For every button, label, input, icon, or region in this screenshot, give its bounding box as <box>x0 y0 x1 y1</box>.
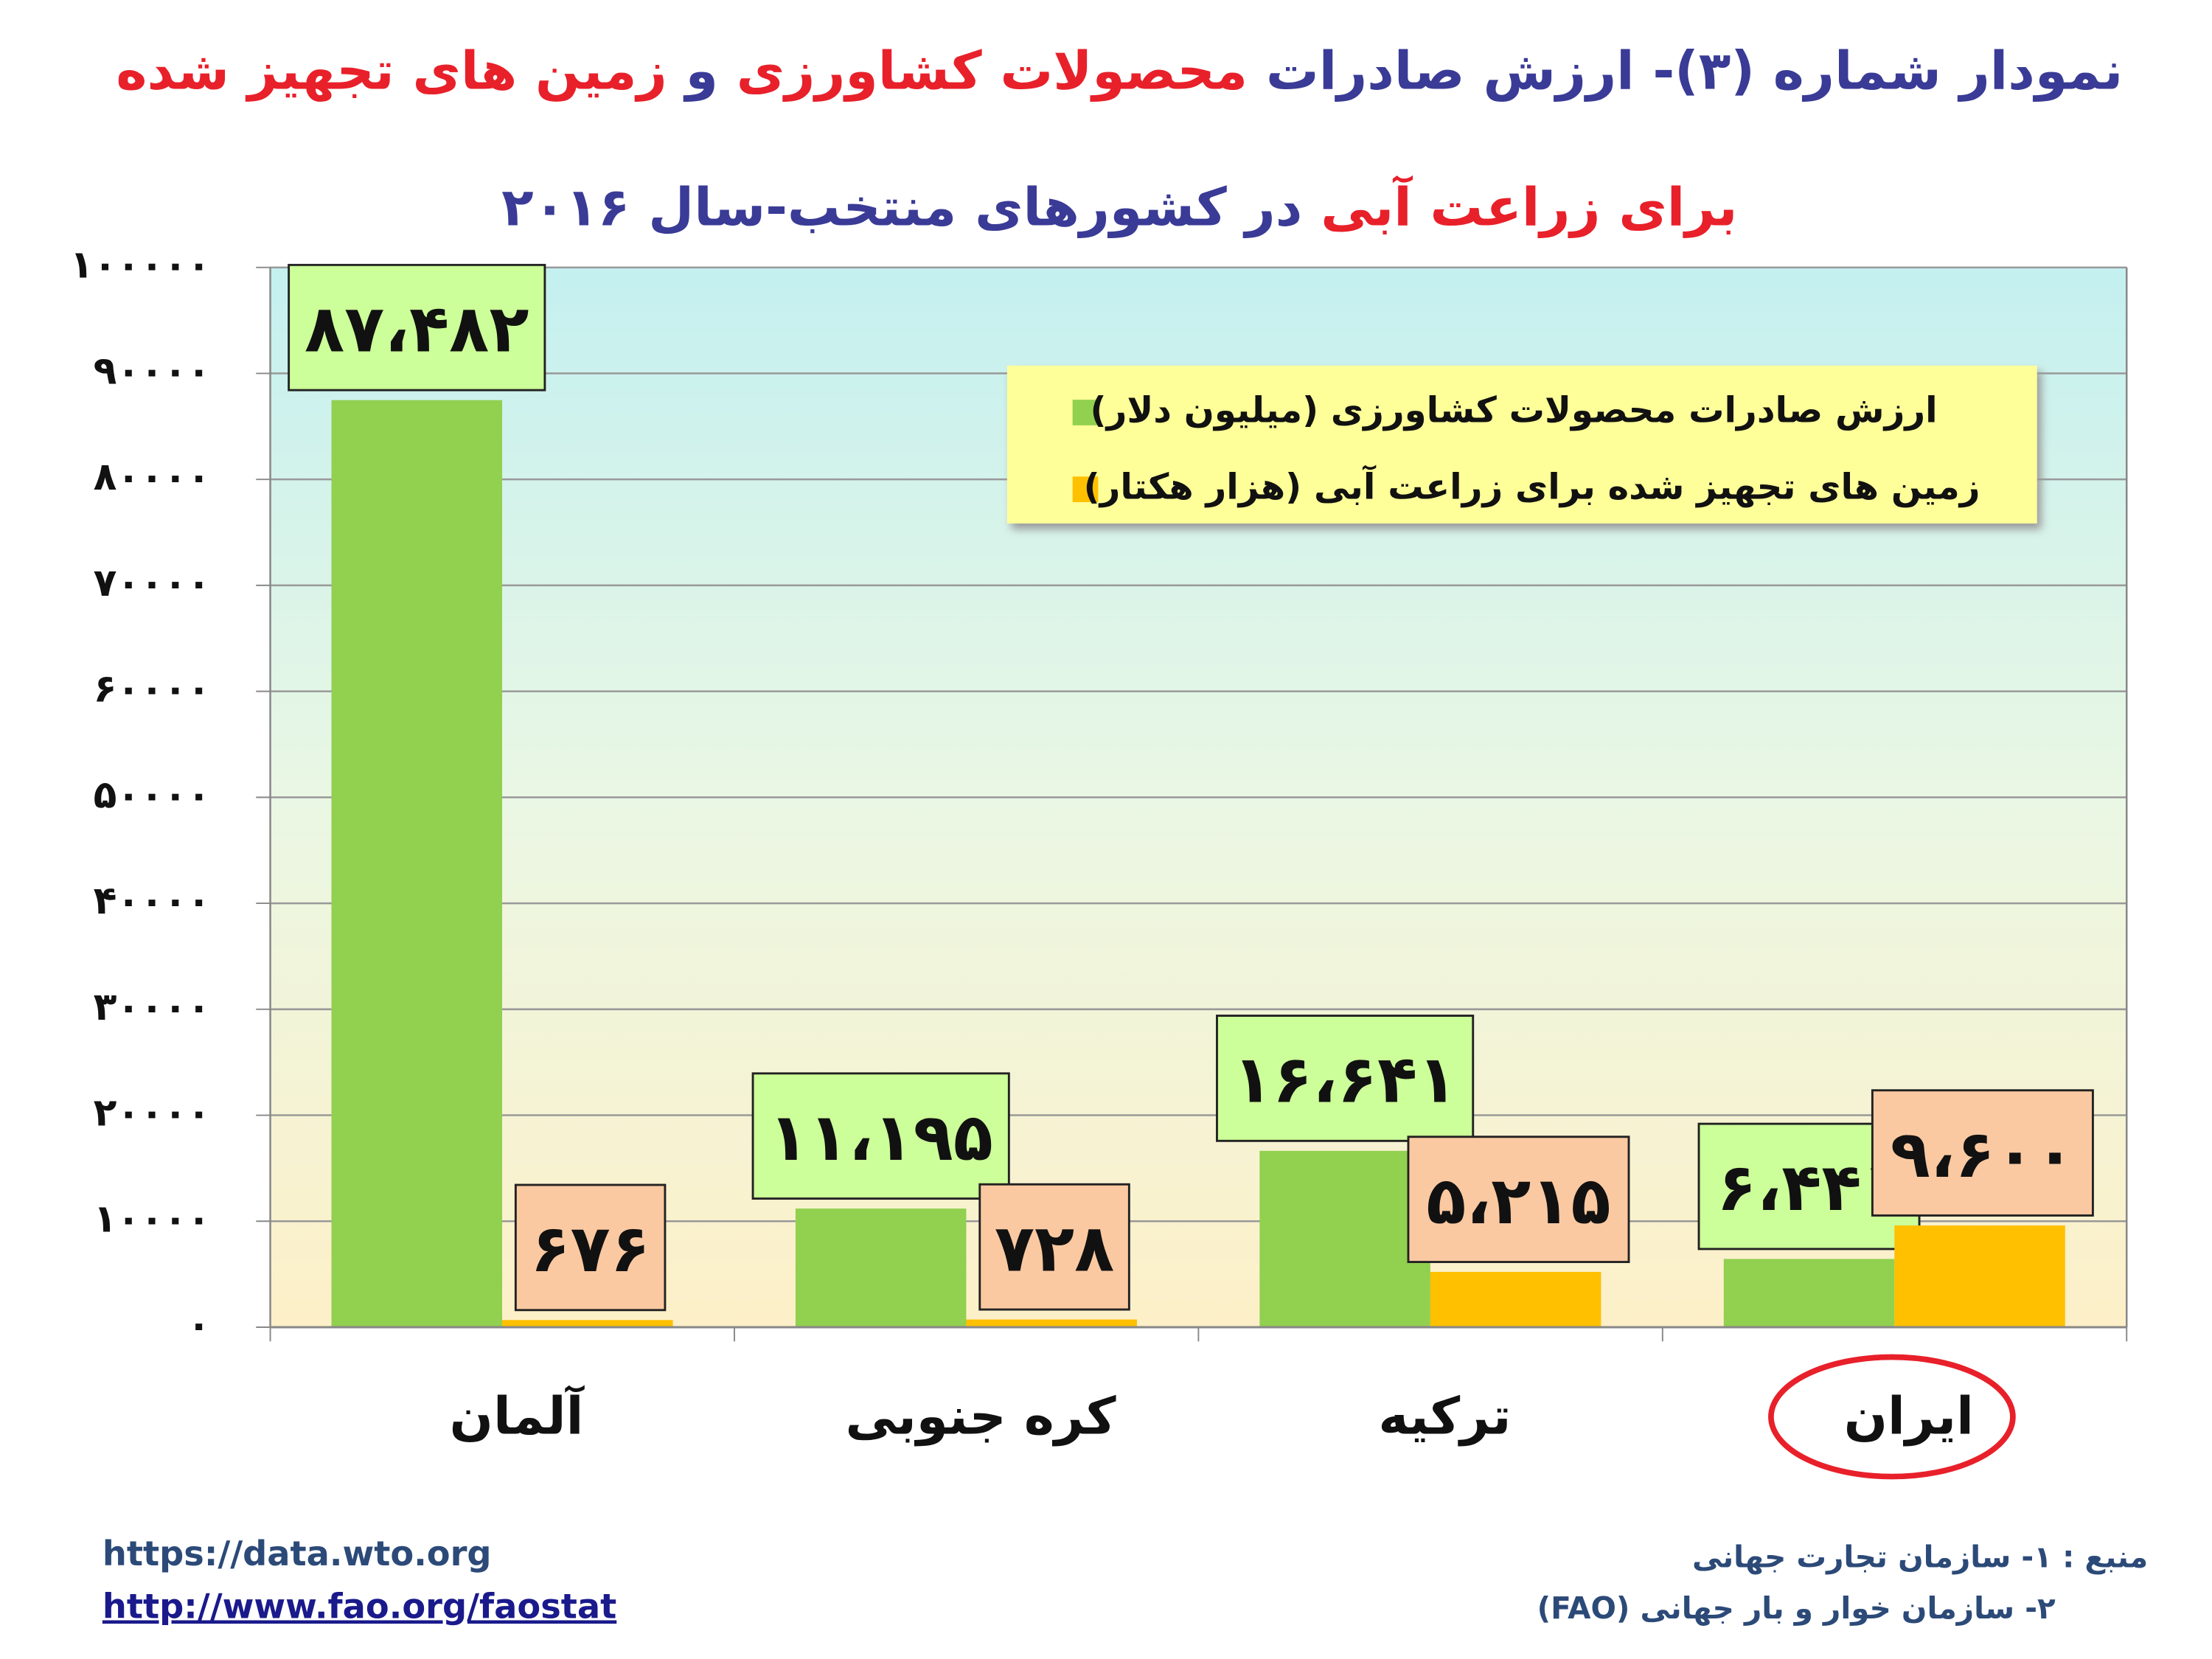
source-note: منبع : ۱- سازمان تجارت جهانی <box>1692 1539 2148 1574</box>
y-tick-label: ۱۰۰۰۰ <box>94 1197 211 1241</box>
highlight <box>1768 1354 2016 1480</box>
x-tick-label: ترکیه <box>1378 1387 1511 1446</box>
title-part: برای زراعت آبی <box>1321 175 1737 237</box>
value-label: ۶۷۶ <box>530 1211 650 1287</box>
value-label: ۹،۶۰۰ <box>1891 1116 2075 1192</box>
value-label: ۱۶،۶۴۱ <box>1233 1042 1458 1118</box>
plot: ۰ ۱۰۰۰۰ ۲۰۰۰۰ ۳۰۰۰۰ ۴۰۰۰۰ ۵۰۰۰۰ ۶۰۰۰۰ ۷۰۰۰۰ ۸۰۰۰… <box>70 243 2128 1446</box>
bar <box>1723 1259 1895 1327</box>
bar <box>502 1320 673 1327</box>
sources: https://data.wto.org http://www.fao.org/f… <box>102 1534 2148 1626</box>
title: نمودار شماره (۳)- ارزش صادرات محصولات کش… <box>116 40 2123 238</box>
source-link: https://data.wto.org <box>102 1534 492 1573</box>
y-tick-label: ۴۰۰۰۰ <box>94 879 211 923</box>
legend-swatch <box>1072 400 1099 425</box>
title-part: و <box>684 40 737 102</box>
label-box <box>751 1072 1010 1200</box>
title-part: زمین های تجهیز شده <box>116 40 685 102</box>
bar <box>795 1208 967 1327</box>
legend-swatch <box>1072 476 1099 503</box>
source-note: ۲- سازمان خوار و بار جهانی (FAO) <box>1537 1590 2056 1626</box>
y-tick-label: ۷۰۰۰۰ <box>94 561 211 605</box>
legend: ارزش صادرات محصولات کشاورزی (میلیون دلار… <box>1006 365 2037 524</box>
y-tick-label: ۰ <box>187 1303 211 1347</box>
value-label: ۶،۴۴۱ <box>1717 1150 1901 1225</box>
y-tick-label: ۲۰۰۰۰ <box>94 1091 211 1135</box>
legend-label: ارزش صادرات محصولات کشاورزی (میلیون دلار… <box>1091 389 1938 431</box>
label-box <box>288 263 546 392</box>
label-box <box>1216 1015 1475 1142</box>
value-label: ۱۱،۱۹۵ <box>768 1099 993 1175</box>
legend-label: زمین های تجهیز شده برای زراعت آبی (هزار … <box>1084 465 1980 508</box>
label-box <box>1407 1135 1630 1263</box>
y-tick-label: ۶۰۰۰۰ <box>94 667 211 712</box>
y-tick-label: ۳۰۰۰۰ <box>94 985 211 1029</box>
value-label: ۸۷،۴۸۲ <box>305 291 529 366</box>
y-tick-label: ۱۰۰۰۰۰ <box>70 243 211 288</box>
value-label: ۵،۲۱۵ <box>1426 1163 1610 1239</box>
bar <box>1430 1272 1601 1327</box>
title-part: در کشورهای منتخب-سال ۲۰۱۶ <box>501 176 1321 238</box>
bar <box>1259 1150 1430 1327</box>
x-tick-label: آلمان <box>450 1384 585 1446</box>
legend-box <box>1006 365 2037 524</box>
bar <box>1894 1225 2065 1327</box>
label-box <box>1871 1089 2094 1217</box>
title-line: برای زراعت آبی در کشورهای منتخب-سال ۲۰۱۶ <box>501 175 1737 238</box>
source-link: http://www.fao.org/faostat <box>102 1586 616 1626</box>
x-tick-label: کره جنوبی <box>845 1387 1116 1446</box>
label-box <box>978 1183 1130 1311</box>
title-line: نمودار شماره (۳)- ارزش صادرات محصولات کش… <box>116 40 2123 102</box>
value-label: ۷۲۸ <box>995 1210 1114 1286</box>
bar <box>966 1319 1137 1327</box>
title-part: نمودار شماره (۳)- ارزش صادرات <box>1266 40 2123 102</box>
y-tick-label: ۹۰۰۰۰ <box>94 349 211 393</box>
label-box <box>514 1183 667 1312</box>
x-tick-label: ایران <box>1844 1387 1974 1446</box>
title-part: محصولات کشاورزی <box>737 40 1266 102</box>
y-tick-label: ۸۰۰۰۰ <box>94 455 211 499</box>
bar <box>331 400 503 1327</box>
y-tick-label: ۵۰۰۰۰ <box>94 773 211 817</box>
